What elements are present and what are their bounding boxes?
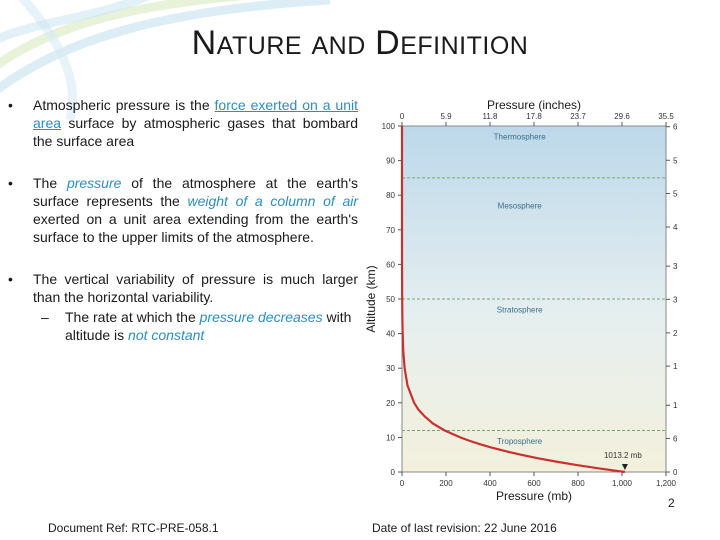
y2-tick-label: 6 — [673, 434, 678, 443]
footer-document-ref: Document Ref: RTC-PRE-058.1 — [48, 521, 219, 535]
annotation-label: 1013.2 mb — [604, 451, 642, 460]
y-tick-label: 40 — [386, 330, 395, 339]
layer-label: Troposphere — [497, 437, 543, 446]
title-word-and: AND — [311, 32, 366, 60]
x2-tick-label: 11.8 — [483, 112, 499, 121]
y-tick-label: 20 — [386, 399, 395, 408]
pressure-altitude-chart: Pressure (inches) Pressure (mb) Altitude… — [366, 96, 678, 504]
y2-tick-label: 50 — [673, 189, 678, 198]
x2-tick-label: 5.9 — [440, 112, 452, 121]
sub-bullet-text: with altitude is — [65, 309, 352, 343]
sub-bullet-highlight: not constant — [128, 327, 205, 343]
sub-bullet-marker: – — [41, 309, 49, 325]
surface-pressure-annotation: 1013.2 mb — [604, 451, 642, 470]
x-tick-label: 600 — [527, 479, 541, 488]
bullet-marker: • — [8, 271, 13, 287]
decorative-arcs — [0, 0, 330, 120]
layer-labels: Troposphere Stratosphere Mesosphere Thermos… — [494, 132, 547, 445]
y-tick-label: 30 — [386, 364, 395, 373]
bullet-highlight: weight of a column of air — [187, 193, 359, 209]
sub-bullet-highlight: pressure decreases — [199, 309, 323, 325]
y2-tick-label: 44 — [673, 223, 678, 232]
y2-tick-label: 37 — [673, 262, 678, 271]
layer-label: Mesosphere — [498, 202, 543, 211]
bullet-item: • The vertical variability of pressure i… — [8, 270, 358, 306]
bullet-text: The — [33, 175, 67, 191]
bullet-marker: • — [8, 175, 13, 191]
y2-tick-label: 19 — [673, 362, 678, 371]
x-tick-label: 1,200 — [656, 479, 677, 488]
bullet-text: of the atmosphere at the earth's surface… — [33, 175, 358, 209]
y-tick-label: 0 — [391, 468, 396, 477]
x-tick-label: 800 — [571, 479, 585, 488]
sub-bullet-item: – The rate at which the pressure decreas… — [8, 308, 358, 344]
layer-label: Thermosphere — [494, 132, 547, 141]
bullet-text: Atmospheric pressure is the — [33, 97, 215, 113]
x2-tick-label: 29.6 — [614, 112, 630, 121]
title-word-nature: ATURE — [216, 32, 303, 60]
top-axis-title: Pressure (inches) — [487, 98, 581, 112]
y-axis-title: Altitude (km) — [366, 265, 378, 332]
x2-tick-label: 23.7 — [570, 112, 586, 121]
y-tick-label: 50 — [386, 295, 395, 304]
corner-decoration — [0, 0, 330, 120]
x-tick-label: 0 — [400, 479, 405, 488]
x2-tick-label: 0 — [400, 112, 405, 121]
x2-tick-label: 35.5 — [658, 112, 674, 121]
y-tick-label: 100 — [382, 122, 396, 131]
y2-tick-label: 62 — [673, 123, 678, 132]
bullet-item: • The pressure of the atmosphere at the … — [8, 174, 358, 246]
title-word-definition: EFINITION — [400, 32, 529, 60]
page-number: 2 — [668, 496, 675, 510]
x-tick-label: 200 — [439, 479, 453, 488]
bullet-highlight: force exerted on a unit area — [33, 97, 358, 131]
y2-tick-label: 56 — [673, 156, 678, 165]
title-initial-n: N — [191, 24, 217, 62]
bullet-text: surface by atmospheric gases that bombar… — [33, 115, 358, 149]
y-tick-label: 10 — [386, 433, 395, 442]
y-tick-label: 60 — [386, 260, 395, 269]
bullet-text: exerted on a unit area extending from th… — [33, 211, 358, 245]
x-axis-title: Pressure (mb) — [496, 489, 572, 503]
y2-tick-label: 31 — [673, 295, 678, 304]
pressure-curve — [400, 126, 626, 474]
bullet-text: The vertical variability of pressure is … — [33, 271, 358, 305]
x-tick-label: 400 — [483, 479, 497, 488]
y2-tick-label: 0 — [673, 468, 678, 477]
y2-tick-label: 12 — [673, 401, 678, 410]
bullet-list: • Atmospheric pressure is the force exer… — [8, 96, 358, 344]
y-tick-label: 70 — [386, 226, 395, 235]
bullet-marker: • — [8, 97, 13, 113]
title-initial-d: D — [375, 24, 401, 62]
slide-title: NATURE AND DEFINITION — [0, 24, 720, 63]
annotation-arrow — [621, 464, 628, 470]
bullet-item: • Atmospheric pressure is the force exer… — [8, 96, 358, 150]
y2-tick-label: 25 — [673, 329, 678, 338]
layer-label: Stratosphere — [497, 305, 543, 314]
y-tick-label: 90 — [386, 157, 395, 166]
x-tick-label: 1,000 — [612, 479, 633, 488]
bullet-highlight: pressure — [66, 175, 122, 191]
x2-tick-label: 17.8 — [526, 112, 542, 121]
footer-revision-date: Date of last revision: 22 June 2016 — [372, 521, 557, 535]
layer-boundaries — [402, 177, 666, 431]
sub-bullet-text: The rate at which the — [65, 309, 200, 325]
y-tick-label: 80 — [386, 191, 395, 200]
